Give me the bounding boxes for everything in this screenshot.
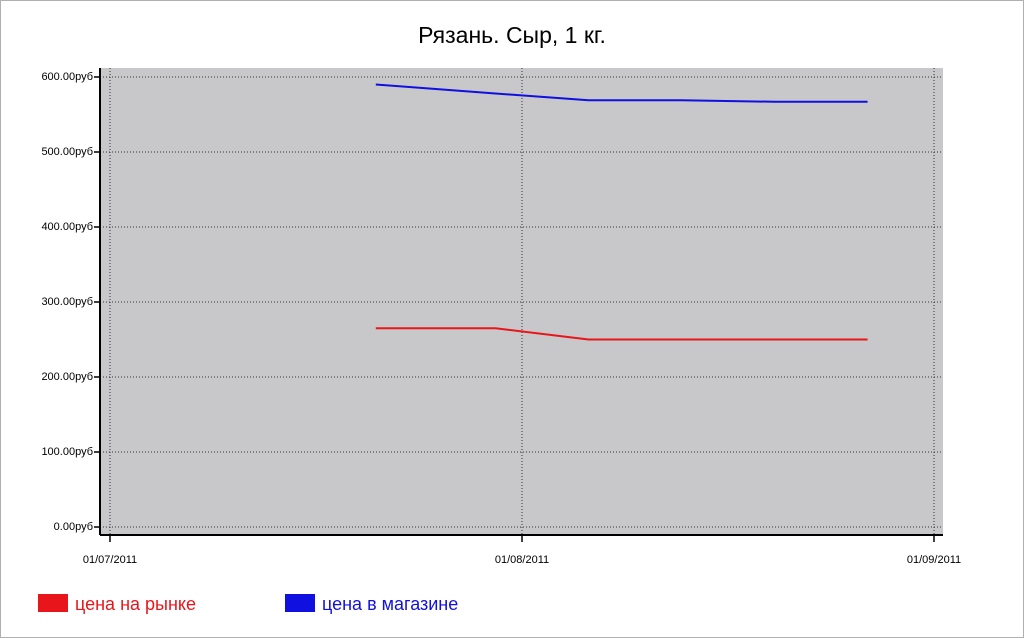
x-tick-label: 01/08/2011: [495, 554, 549, 566]
y-tick-label: 0.00руб: [54, 521, 93, 533]
legend-swatch: [285, 594, 315, 612]
x-tick-label: 01/09/2011: [907, 554, 961, 566]
y-tick-label: 600.00руб: [41, 71, 93, 83]
legend-label: цена на рынке: [75, 594, 196, 614]
chart-title: Рязань. Сыр, 1 кг.: [418, 22, 606, 48]
legend-swatch: [38, 594, 68, 612]
y-tick-label: 300.00руб: [41, 296, 93, 308]
series-line: [375, 327, 868, 341]
y-tick-label: 500.00руб: [41, 146, 93, 158]
y-tick-label: 200.00руб: [41, 371, 93, 383]
series-line: [375, 83, 868, 103]
x-tick-label: 01/07/2011: [83, 554, 137, 566]
y-tick-label: 400.00руб: [41, 221, 93, 233]
y-tick-label: 100.00руб: [41, 446, 93, 458]
legend-label: цена в магазине: [322, 594, 458, 614]
